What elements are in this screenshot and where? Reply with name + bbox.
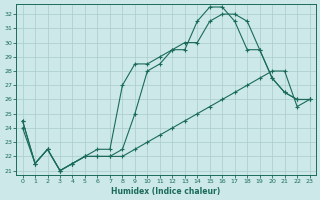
X-axis label: Humidex (Indice chaleur): Humidex (Indice chaleur): [111, 187, 221, 196]
